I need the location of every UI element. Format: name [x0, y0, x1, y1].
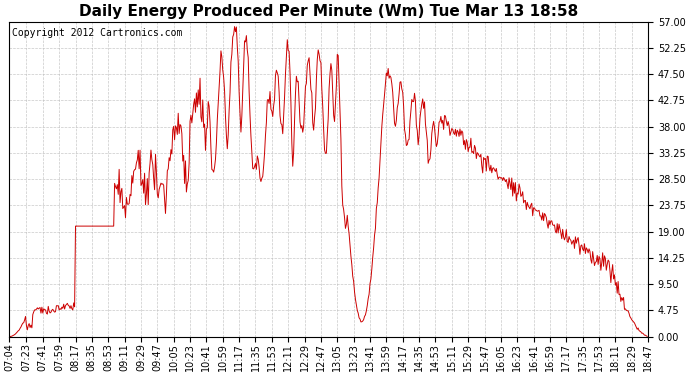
Title: Daily Energy Produced Per Minute (Wm) Tue Mar 13 18:58: Daily Energy Produced Per Minute (Wm) Tu…: [79, 4, 578, 19]
Text: Copyright 2012 Cartronics.com: Copyright 2012 Cartronics.com: [12, 28, 183, 38]
